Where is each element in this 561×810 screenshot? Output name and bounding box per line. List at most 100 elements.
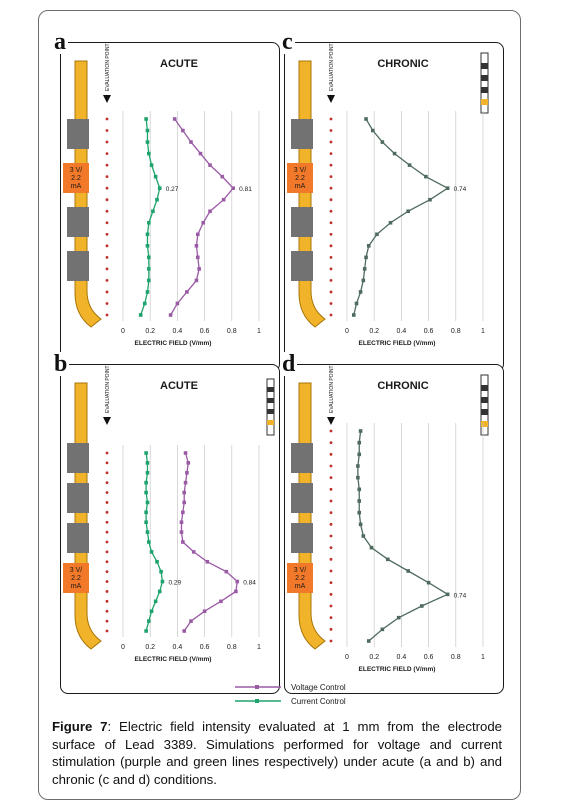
thumbnail-contact-icon	[481, 421, 488, 427]
data-point	[189, 140, 193, 144]
data-point	[196, 232, 200, 237]
stim-label-line: 3 V/	[70, 167, 83, 174]
data-point	[181, 510, 185, 515]
evaluation-point	[329, 221, 333, 225]
evaluation-point	[105, 520, 109, 524]
chart-title: ACUTE	[160, 58, 198, 70]
data-point	[194, 244, 199, 248]
data-point	[445, 186, 450, 190]
data-point	[147, 278, 151, 283]
data-point	[147, 255, 151, 260]
panel-letter-b: b	[52, 351, 70, 377]
data-point	[366, 639, 371, 643]
x-tick-label: 0.4	[397, 654, 407, 661]
data-point	[144, 117, 148, 121]
data-point	[198, 151, 203, 156]
legend-label: Voltage Control	[291, 683, 346, 692]
electrode-contact	[291, 251, 313, 281]
data-point	[159, 569, 163, 574]
thumbnail-contact-icon	[267, 398, 274, 403]
probe-arrow-icon	[103, 417, 111, 425]
data-point	[406, 569, 410, 573]
data-point	[145, 461, 150, 465]
data-point	[380, 140, 385, 144]
probe-arrow-icon	[327, 417, 335, 425]
data-point	[155, 559, 159, 564]
data-point	[406, 209, 410, 214]
evaluation-point	[329, 522, 333, 526]
data-point	[175, 301, 180, 306]
chart-title: CHRONIC	[377, 380, 428, 392]
data-point	[231, 186, 235, 190]
stim-label-line: 2.2	[71, 575, 81, 582]
data-point	[147, 267, 151, 271]
thumbnail-contact-icon	[481, 99, 488, 105]
data-point	[357, 510, 362, 515]
data-point	[196, 255, 200, 260]
probe-label: EVALUATION POINTS	[105, 365, 111, 413]
evaluation-point	[329, 267, 333, 271]
stim-label-line: 3 V/	[294, 567, 307, 574]
evaluation-point	[329, 499, 333, 503]
evaluation-point	[105, 175, 109, 179]
data-point	[168, 313, 173, 317]
evaluation-point	[105, 629, 109, 633]
thumbnail-contact-icon	[481, 75, 488, 81]
electrode-contact	[291, 207, 313, 237]
data-point	[147, 540, 151, 544]
data-point	[182, 629, 186, 633]
evaluation-point	[329, 569, 333, 573]
evaluation-point	[329, 140, 333, 144]
evaluation-point	[329, 290, 333, 294]
data-point	[153, 174, 158, 179]
evaluation-point	[329, 117, 333, 121]
active-contact	[63, 563, 89, 593]
legend-label: Current Control	[291, 697, 346, 706]
evaluation-point	[329, 464, 333, 468]
data-point	[155, 197, 159, 202]
x-tick-label: 1	[481, 328, 485, 335]
evaluation-point	[105, 117, 109, 121]
evaluation-point	[105, 221, 109, 225]
x-tick-label: 0	[121, 328, 125, 335]
data-point	[235, 579, 240, 584]
chart-svg-a: 3 V/2.2mA EVALUATION POINTS ACUTE 0 0.2 0.4 0.…	[63, 43, 261, 347]
x-tick-label: 0.8	[227, 644, 237, 651]
x-tick-label: 0	[121, 644, 125, 651]
evaluation-point	[105, 560, 109, 564]
evaluation-point	[329, 313, 333, 317]
data-point	[182, 500, 186, 505]
evaluation-point	[329, 546, 333, 550]
data-point	[380, 627, 385, 632]
data-point	[202, 609, 207, 614]
x-tick-label: 0.2	[145, 644, 155, 651]
panel-letter-a: a	[52, 29, 68, 55]
evaluation-point	[105, 163, 109, 167]
data-point	[197, 267, 201, 271]
chart-title: ACUTE	[160, 380, 198, 392]
x-tick-label: 1	[257, 644, 261, 651]
data-point	[361, 278, 366, 283]
thumbnail-lead-icon	[480, 374, 489, 436]
data-point	[149, 550, 154, 554]
evaluation-point	[329, 604, 333, 608]
data-point	[172, 117, 177, 121]
data-point	[386, 557, 390, 562]
evaluation-point	[105, 471, 109, 475]
electrode-contact	[67, 443, 89, 473]
x-tick-label: 1	[257, 328, 261, 335]
data-point	[407, 163, 412, 167]
data-point	[142, 301, 147, 306]
x-tick-label: 0.8	[227, 328, 237, 335]
probe-label: EVALUATION POINTS	[329, 365, 335, 413]
electrode-contact	[67, 207, 89, 237]
lead-shaft	[298, 382, 326, 650]
active-contact	[287, 563, 313, 593]
evaluation-point	[329, 627, 333, 631]
thumbnail-lead-icon	[266, 378, 275, 436]
data-point	[424, 174, 428, 179]
evaluation-point	[105, 609, 109, 613]
stim-label-line: mA	[295, 183, 306, 190]
data-point	[182, 490, 186, 495]
data-point	[357, 487, 362, 492]
